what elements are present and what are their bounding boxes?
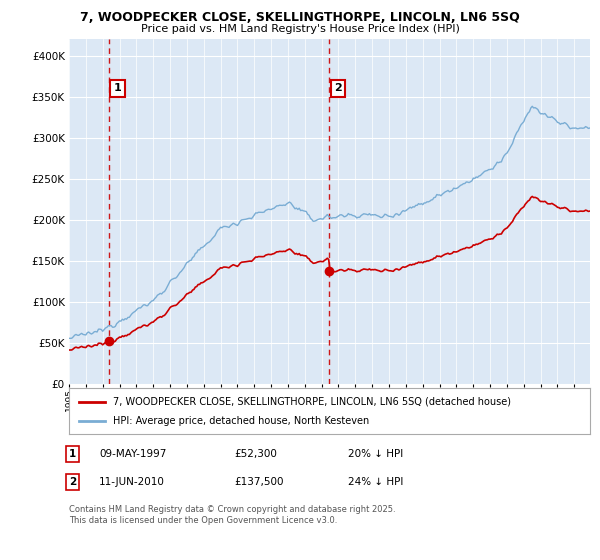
Text: 1: 1 [114, 83, 122, 94]
Text: £137,500: £137,500 [234, 477, 284, 487]
Text: 1: 1 [69, 449, 76, 459]
Text: 11-JUN-2010: 11-JUN-2010 [99, 477, 165, 487]
Text: 7, WOODPECKER CLOSE, SKELLINGTHORPE, LINCOLN, LN6 5SQ (detached house): 7, WOODPECKER CLOSE, SKELLINGTHORPE, LIN… [113, 397, 511, 407]
Text: HPI: Average price, detached house, North Kesteven: HPI: Average price, detached house, Nort… [113, 416, 370, 426]
Text: £52,300: £52,300 [234, 449, 277, 459]
Text: 09-MAY-1997: 09-MAY-1997 [99, 449, 166, 459]
Text: 24% ↓ HPI: 24% ↓ HPI [348, 477, 403, 487]
Text: Contains HM Land Registry data © Crown copyright and database right 2025.
This d: Contains HM Land Registry data © Crown c… [69, 505, 395, 525]
Text: 20% ↓ HPI: 20% ↓ HPI [348, 449, 403, 459]
Text: 7, WOODPECKER CLOSE, SKELLINGTHORPE, LINCOLN, LN6 5SQ: 7, WOODPECKER CLOSE, SKELLINGTHORPE, LIN… [80, 11, 520, 24]
Text: 2: 2 [69, 477, 76, 487]
Text: 2: 2 [334, 83, 342, 94]
Text: Price paid vs. HM Land Registry's House Price Index (HPI): Price paid vs. HM Land Registry's House … [140, 24, 460, 34]
